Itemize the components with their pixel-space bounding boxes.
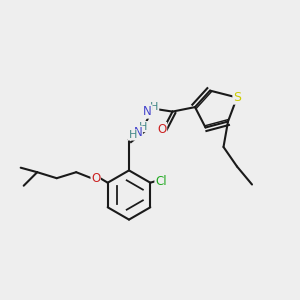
- Text: S: S: [233, 91, 241, 104]
- Text: H: H: [128, 130, 137, 140]
- Text: H: H: [139, 122, 148, 132]
- Text: O: O: [158, 122, 166, 136]
- Text: H: H: [150, 102, 159, 112]
- Text: Cl: Cl: [155, 175, 166, 188]
- Text: N: N: [134, 126, 142, 139]
- Text: O: O: [91, 172, 100, 185]
- Text: N: N: [143, 105, 152, 118]
